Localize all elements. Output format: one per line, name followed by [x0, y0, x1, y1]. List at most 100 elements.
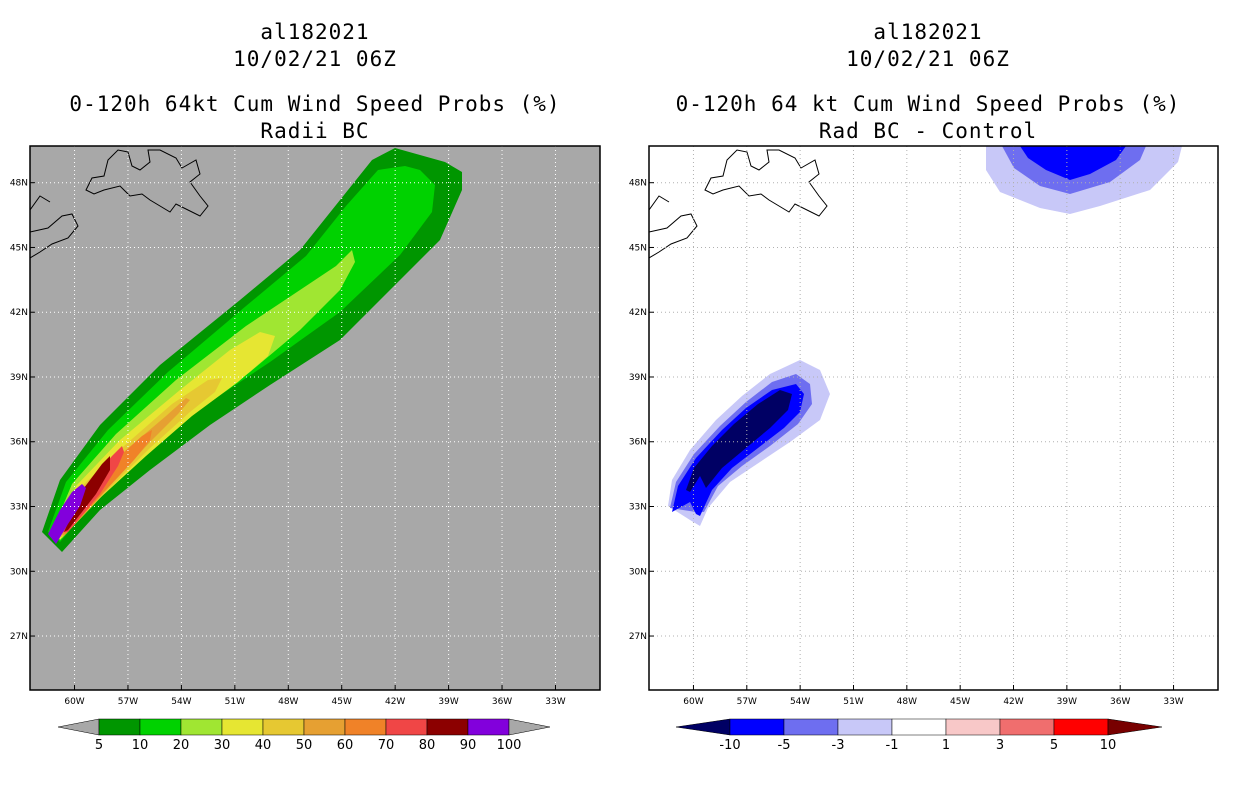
lat-tick-label: 48N: [10, 179, 28, 189]
colorbar-segment: [385, 718, 428, 736]
colorbar-left-triangle: [57, 718, 100, 736]
colorbar-label: -10: [719, 738, 740, 753]
lat-tick-label: 33N: [10, 503, 28, 513]
colorbar-label: 40: [255, 738, 272, 753]
colorbar-label: 3: [996, 738, 1004, 753]
lon-tick-label: 36W: [1110, 697, 1130, 707]
lat-tick-label: 30N: [10, 567, 28, 577]
lat-tick-label: 36N: [10, 438, 28, 448]
colorbar-label: 5: [1050, 738, 1058, 753]
left-title-date: 10/02/21 06Z: [233, 47, 397, 71]
colorbar-segment: [1053, 718, 1109, 736]
colorbar-segment: [891, 718, 947, 736]
prob-contour-80: [64, 456, 110, 532]
lon-tick-label: 54W: [171, 697, 191, 707]
right-gridlines: [649, 146, 1218, 690]
left-title-storm-id: al182021: [260, 20, 370, 44]
right-map-background: [649, 146, 1218, 690]
lat-tick-label: 33N: [629, 503, 647, 513]
lon-tick-label: 48W: [278, 697, 298, 707]
colorbar-segment: [999, 718, 1055, 736]
colorbar-segment: [729, 718, 785, 736]
right-colorbar: -10 -5 -3 -1 1 3 5 10: [675, 718, 1163, 753]
left-probability-contours: [30, 148, 462, 552]
colorbar-label: 10: [1100, 738, 1117, 753]
diff-contour-minus5-ne: [1020, 146, 1126, 180]
left-colorbar: 5 10 20 30 40 50 60 70 80 90 100: [57, 718, 551, 753]
colorbar-segment: [945, 718, 1001, 736]
lat-tick-label: 42N: [629, 308, 647, 318]
lon-tick-label: 57W: [737, 697, 757, 707]
colorbar-label: -5: [778, 738, 791, 753]
lon-tick-label: 60W: [683, 697, 703, 707]
lat-tick-label: 36N: [629, 438, 647, 448]
lat-tick-label: 45N: [629, 243, 647, 253]
diff-contour-minus10-sw: [686, 390, 792, 492]
lat-tick-label: 39N: [629, 373, 647, 383]
lon-tick-label: 42W: [1003, 697, 1023, 707]
right-title-product: 0-120h 64 kt Cum Wind Speed Probs (%): [675, 92, 1181, 116]
lon-tick-label: 51W: [225, 697, 245, 707]
lon-tick-label: 33W: [1163, 697, 1183, 707]
coastline-right: [649, 149, 828, 259]
lon-tick-label: 45W: [332, 697, 352, 707]
colorbar-segment: [303, 718, 346, 736]
left-title-subtitle: Radii BC: [260, 119, 370, 143]
colorbar-label: 10: [132, 738, 149, 753]
colorbar-label: 60: [337, 738, 354, 753]
left-title-product: 0-120h 64kt Cum Wind Speed Probs (%): [69, 92, 561, 116]
diff-contour-minus3-ne: [1002, 146, 1146, 194]
lat-tick-label: 42N: [10, 308, 28, 318]
lon-tick-label: 39W: [438, 697, 458, 707]
left-probability-map: 48N 45N 42N 39N 36N 33N 30N 27N 60W 57W 54W 51W 48W…: [10, 145, 601, 753]
right-title-subtitle: Rad BC - Control: [818, 119, 1038, 143]
colorbar-label: 5: [95, 738, 103, 753]
lon-tick-label: 42W: [385, 697, 405, 707]
diff-contour-minus5-sw: [672, 384, 804, 516]
left-map-frame: [29, 145, 601, 691]
colorbar-label: -3: [832, 738, 845, 753]
lon-tick-label: 54W: [790, 697, 810, 707]
colorbar-label: 1: [942, 738, 950, 753]
colorbar-segment: [426, 718, 469, 736]
coastline: [30, 149, 209, 259]
colorbar-segment: [221, 718, 264, 736]
prob-contour-90: [48, 484, 86, 544]
colorbar-segment: [98, 718, 141, 736]
colorbar-segment: [180, 718, 223, 736]
lon-tick-label: 36W: [492, 697, 512, 707]
right-difference-contours: [649, 146, 1182, 526]
colorbar-left-triangle: [675, 718, 731, 736]
lon-tick-label: 48W: [897, 697, 917, 707]
diff-contour-minus1-sw: [668, 360, 830, 526]
colorbar-segment: [139, 718, 182, 736]
colorbar-right-triangle: [1107, 718, 1163, 736]
diff-contour-minus3-sw: [670, 374, 812, 512]
lon-tick-label: 45W: [950, 697, 970, 707]
lat-tick-label: 30N: [629, 567, 647, 577]
colorbar-segment: [837, 718, 893, 736]
colorbar-segment: [344, 718, 387, 736]
colorbar-label: 20: [173, 738, 190, 753]
lat-tick-label: 45N: [10, 243, 28, 253]
diff-contour-minus1-ne: [986, 146, 1182, 214]
colorbar-segment: [262, 718, 305, 736]
right-title-storm-id: al182021: [873, 20, 983, 44]
lon-tick-label: 33W: [545, 697, 565, 707]
colorbar-right-triangle: [508, 718, 551, 736]
left-gridlines: [30, 146, 600, 690]
lat-tick-label: 27N: [10, 632, 28, 642]
colorbar-label: 70: [378, 738, 395, 753]
colorbar-segment: [783, 718, 839, 736]
lat-tick-label: 39N: [10, 373, 28, 383]
right-lat-labels: 48N 45N 42N 39N 36N 33N 30N 27N: [629, 179, 654, 642]
colorbar-label: 100: [497, 738, 522, 753]
left-lon-labels: 60W 57W 54W 51W 48W 45W 42W 39W 36W 33W: [64, 685, 566, 707]
colorbar-label: 50: [296, 738, 313, 753]
colorbar-label: -1: [886, 738, 899, 753]
lon-tick-label: 51W: [843, 697, 863, 707]
right-lon-labels: 60W 57W 54W 51W 48W 45W 42W 39W 36W 33W: [683, 685, 1184, 707]
colorbar-label: 80: [419, 738, 436, 753]
lat-tick-label: 27N: [629, 632, 647, 642]
right-title-date: 10/02/21 06Z: [846, 47, 1010, 71]
